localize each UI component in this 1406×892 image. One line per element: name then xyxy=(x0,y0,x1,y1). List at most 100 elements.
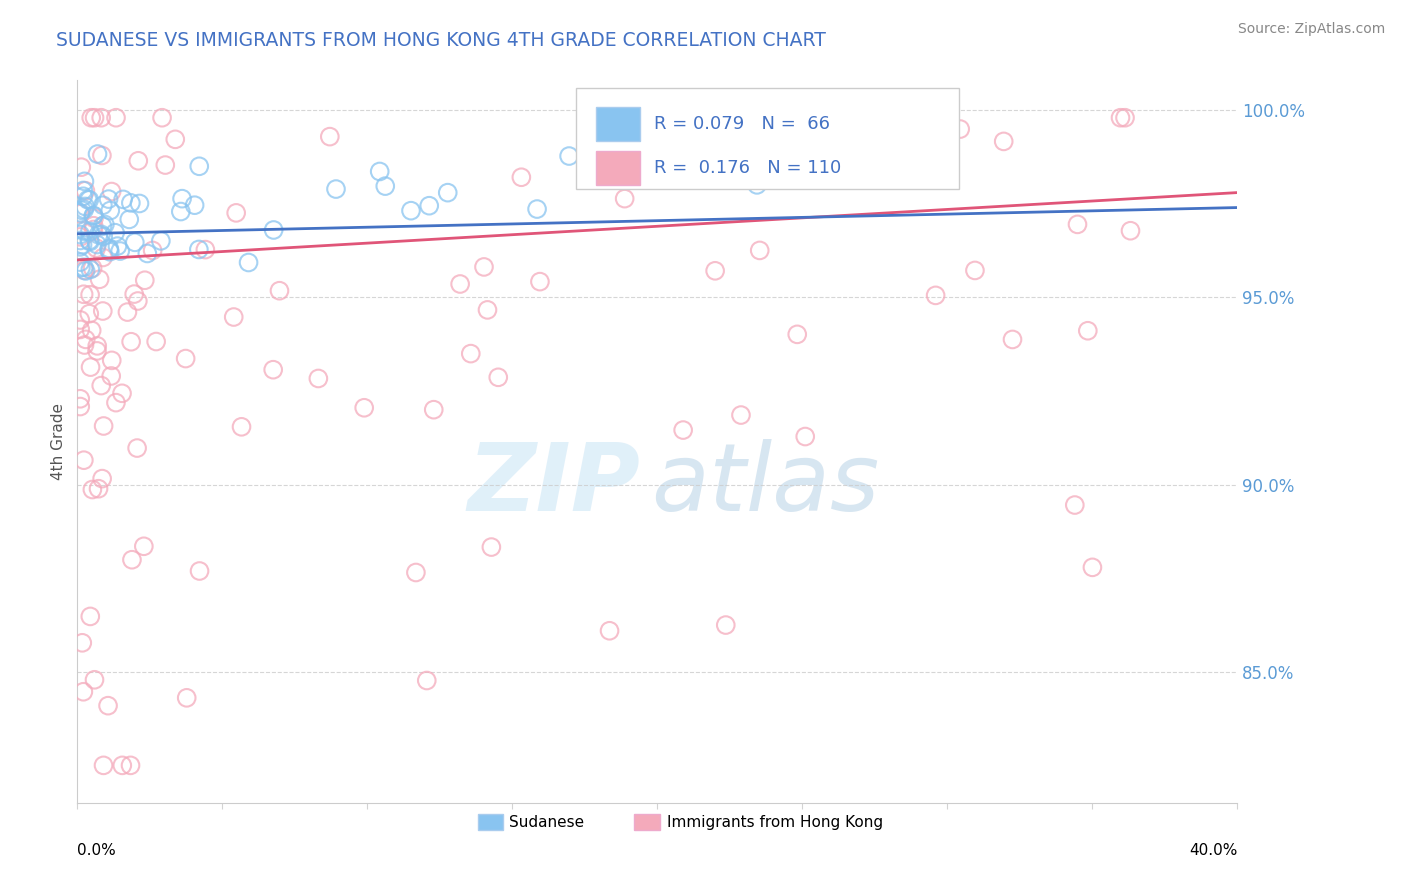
Point xyxy=(77,307,100,321)
Point xyxy=(86,237,108,252)
Point xyxy=(136,246,159,260)
Point xyxy=(69,205,91,219)
Point xyxy=(93,419,115,434)
Text: Immigrants from Hong Kong: Immigrants from Hong Kong xyxy=(666,814,883,830)
Point xyxy=(90,148,112,162)
Point xyxy=(155,158,177,172)
Point xyxy=(104,226,127,240)
Point xyxy=(86,147,108,161)
Text: R = 0.079   N =  66: R = 0.079 N = 66 xyxy=(654,115,830,133)
Point xyxy=(87,482,110,496)
Point xyxy=(1114,111,1136,125)
Point xyxy=(82,222,104,236)
Point xyxy=(83,209,105,223)
Point xyxy=(73,224,96,238)
Point xyxy=(399,203,422,218)
Point xyxy=(91,229,114,244)
Point xyxy=(405,566,427,580)
Point xyxy=(69,230,91,244)
Point xyxy=(145,334,167,349)
Point xyxy=(72,189,94,203)
Point xyxy=(69,234,91,248)
Point xyxy=(418,199,440,213)
Point xyxy=(128,196,150,211)
Point xyxy=(72,237,94,252)
Bar xyxy=(596,151,640,186)
Point xyxy=(120,758,142,772)
Point xyxy=(188,564,211,578)
Point xyxy=(70,160,93,174)
Point xyxy=(353,401,375,415)
Point xyxy=(183,198,205,212)
Point xyxy=(79,262,101,277)
Point xyxy=(1063,498,1085,512)
Point xyxy=(83,219,105,233)
Point xyxy=(786,327,808,342)
Point xyxy=(1119,224,1142,238)
Point xyxy=(121,552,143,566)
Point xyxy=(122,287,145,301)
Point xyxy=(72,184,94,198)
Point xyxy=(91,304,114,318)
Point xyxy=(69,392,91,406)
Point xyxy=(79,609,101,624)
Point xyxy=(120,334,142,349)
Text: R =  0.176   N = 110: R = 0.176 N = 110 xyxy=(654,159,841,178)
Point xyxy=(79,224,101,238)
Point xyxy=(748,244,770,258)
Text: SUDANESE VS IMMIGRANTS FROM HONG KONG 4TH GRADE CORRELATION CHART: SUDANESE VS IMMIGRANTS FROM HONG KONG 4T… xyxy=(56,31,827,50)
Point xyxy=(730,143,752,157)
Point xyxy=(262,362,284,376)
Point xyxy=(91,472,114,486)
Point xyxy=(924,288,946,302)
Point xyxy=(79,287,101,301)
Point xyxy=(993,135,1015,149)
Point xyxy=(100,353,122,368)
Point xyxy=(70,203,93,218)
Point xyxy=(84,241,107,255)
Point xyxy=(436,186,458,200)
Point xyxy=(134,273,156,287)
Point xyxy=(72,636,94,650)
Point xyxy=(132,539,155,553)
Point xyxy=(75,184,97,198)
Point xyxy=(69,400,91,414)
Point xyxy=(120,195,142,210)
Point xyxy=(91,198,114,212)
Point xyxy=(124,235,146,250)
Point xyxy=(83,673,105,687)
Point xyxy=(127,441,149,455)
Point xyxy=(558,149,581,163)
Point xyxy=(107,239,129,253)
Point xyxy=(94,218,117,232)
Point xyxy=(756,143,779,157)
Point xyxy=(374,179,396,194)
Point xyxy=(69,207,91,221)
Point xyxy=(111,758,134,772)
Point xyxy=(73,263,96,277)
Point xyxy=(526,202,548,216)
Point xyxy=(91,251,114,265)
Point xyxy=(222,310,245,324)
Point xyxy=(269,284,291,298)
Point xyxy=(477,302,499,317)
Text: Source: ZipAtlas.com: Source: ZipAtlas.com xyxy=(1237,22,1385,37)
Point xyxy=(127,153,149,168)
Point xyxy=(325,182,347,196)
Point xyxy=(98,243,121,257)
Point xyxy=(98,242,121,256)
Point xyxy=(79,234,101,248)
Point xyxy=(82,209,104,223)
Point xyxy=(75,264,97,278)
Point xyxy=(238,255,260,269)
Point xyxy=(823,161,845,175)
Point xyxy=(90,111,112,125)
Text: 40.0%: 40.0% xyxy=(1189,843,1237,857)
Point xyxy=(70,260,93,275)
Point xyxy=(97,698,120,713)
Point xyxy=(794,429,817,443)
Point xyxy=(69,313,91,327)
Point xyxy=(80,323,103,337)
Point xyxy=(104,395,127,409)
Point xyxy=(510,170,533,185)
